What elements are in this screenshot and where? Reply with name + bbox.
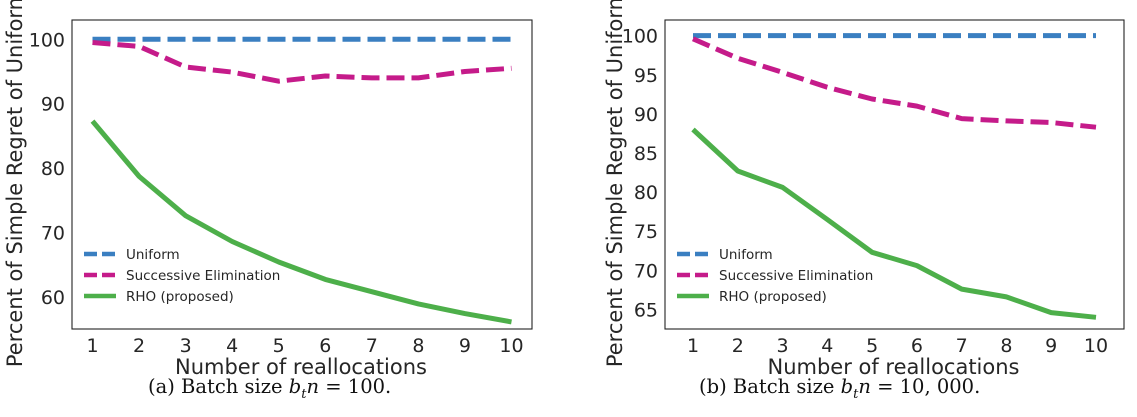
legend-label: RHO (proposed) — [126, 289, 234, 305]
x-tick-label: 9 — [1045, 335, 1057, 357]
caption-a: (a) Batch size btn = 100. — [148, 375, 391, 402]
caption-b-prefix: (b) Batch size — [699, 375, 841, 398]
x-tick-label: 9 — [459, 335, 471, 357]
y-tick-label: 100 — [29, 29, 65, 51]
caption-b: (b) Batch size btn = 10, 000. — [699, 375, 980, 402]
y-tick-label: 80 — [634, 182, 658, 204]
x-tick-label: 4 — [821, 335, 833, 357]
y-tick-label: 75 — [634, 221, 658, 243]
x-tick-label: 8 — [1000, 335, 1012, 357]
y-tick-label: 70 — [634, 260, 658, 282]
caption-a-suffix: = 100. — [319, 375, 391, 398]
caption-a-var2: n — [306, 375, 319, 398]
legend-label: Successive Elimination — [719, 268, 873, 284]
caption-a-prefix: (a) Batch size — [148, 375, 289, 398]
x-tick-label: 10 — [1084, 335, 1108, 357]
legend-label: Uniform — [719, 247, 773, 263]
y-tick-label: 60 — [41, 287, 65, 309]
caption-a-var: b — [289, 375, 301, 398]
series-line-successive-elimination — [93, 43, 512, 82]
y-tick-label: 70 — [41, 222, 65, 244]
x-tick-label: 6 — [319, 335, 331, 357]
y-tick-label: 65 — [634, 299, 658, 321]
legend-label: Successive Elimination — [126, 268, 280, 284]
x-tick-label: 8 — [412, 335, 424, 357]
x-tick-label: 7 — [956, 335, 968, 357]
x-tick-label: 6 — [911, 335, 923, 357]
x-tick-label: 4 — [226, 335, 238, 357]
caption-b-var2: n — [858, 375, 871, 398]
y-tick-label: 95 — [634, 65, 658, 87]
x-tick-label: 5 — [866, 335, 878, 357]
x-tick-label: 1 — [86, 335, 98, 357]
x-tick-label: 10 — [499, 335, 523, 357]
legend-label: Uniform — [126, 247, 180, 263]
x-tick-label: 1 — [687, 335, 699, 357]
y-tick-label: 90 — [41, 94, 65, 116]
series-line-successive-elimination — [693, 39, 1096, 127]
caption-b-suffix: = 10, 000. — [871, 375, 980, 398]
x-tick-label: 3 — [777, 335, 789, 357]
x-tick-label: 2 — [133, 335, 145, 357]
y-tick-label: 85 — [634, 143, 658, 165]
caption-b-var: b — [841, 375, 853, 398]
legend-label: RHO (proposed) — [719, 289, 827, 305]
x-tick-label: 2 — [732, 335, 744, 357]
x-tick-label: 7 — [366, 335, 378, 357]
x-tick-label: 3 — [180, 335, 192, 357]
y-tick-label: 90 — [634, 104, 658, 126]
y-tick-label: 100 — [622, 26, 658, 48]
y-axis-label: Percent of Simple Regret of Uniform — [603, 0, 627, 367]
x-tick-label: 5 — [273, 335, 285, 357]
y-tick-label: 80 — [41, 158, 65, 180]
y-axis-label: Percent of Simple Regret of Uniform — [3, 0, 27, 367]
